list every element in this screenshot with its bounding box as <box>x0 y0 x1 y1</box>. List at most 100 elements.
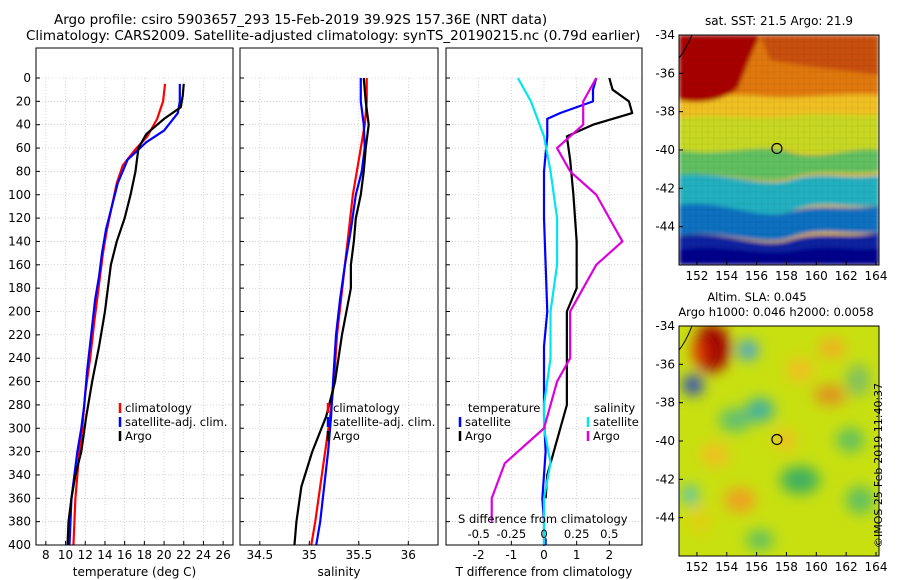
x-tick-label: 12 <box>78 548 93 562</box>
y-tick-label: 360 <box>8 491 31 505</box>
y-tick-label: 60 <box>16 141 31 155</box>
map-x-tick-label: 154 <box>715 560 738 574</box>
y-tick-label: 300 <box>8 421 31 435</box>
x-tick-label: 34.5 <box>246 548 273 562</box>
map-y-tick-label: -44 <box>655 220 675 234</box>
map-x-tick-label: 156 <box>745 269 768 283</box>
coastline <box>678 34 693 59</box>
x-tick-label: 10 <box>58 548 73 562</box>
y-tick-label: 160 <box>8 258 31 272</box>
x-tick-label: 26 <box>216 548 231 562</box>
series-line-climatology <box>72 83 167 546</box>
map-x-tick-label: 164 <box>865 269 888 283</box>
salinity-panel: 34.5 35 35.5 36 salinity climatologysatellite… <box>239 47 439 579</box>
series-line-satellite-adj-clim- <box>68 83 181 546</box>
legend-label: Argo <box>333 429 360 443</box>
x-tick-label: 36 <box>401 548 416 562</box>
legend-title-temperature: temperature <box>468 401 540 415</box>
legend-label: Argo <box>593 429 620 443</box>
series-line-s-satellite <box>516 77 559 545</box>
x-axis-label-secondary: S difference from climatology <box>458 512 628 526</box>
y-tick-label: 40 <box>16 118 31 132</box>
map-y-tick-label: -42 <box>655 181 675 195</box>
x-tick-label: 14 <box>97 548 112 562</box>
map-y-tick-label: -40 <box>655 434 675 448</box>
x2-tick-label: -0.5 <box>467 527 489 541</box>
x-tick-label: 16 <box>117 548 132 562</box>
x-tick-label: 18 <box>137 548 152 562</box>
title-line-1: Argo profile: csiro 5903657_293 15-Feb-2… <box>54 12 548 28</box>
x-axis-label: T difference from climatology <box>455 565 633 579</box>
map-x-tick-label: 160 <box>805 560 828 574</box>
sla-map-title: Altim. SLA: 0.045 <box>707 290 806 304</box>
x-tick-label: 35 <box>302 548 317 562</box>
sla-map <box>678 325 879 556</box>
x-tick-label: -1 <box>505 548 517 562</box>
legend-label: Argo <box>465 429 492 443</box>
legend-title-salinity: salinity <box>594 401 635 415</box>
map-y-tick-label: -38 <box>655 105 675 119</box>
y-tick-label: 200 <box>8 305 31 319</box>
map-y-tick-label: -34 <box>655 28 675 42</box>
map-x-tick-label: 154 <box>715 269 738 283</box>
legend-label: climatology <box>125 401 192 415</box>
legend-label: satellite <box>465 415 511 429</box>
map-x-tick-label: 156 <box>745 560 768 574</box>
map-x-tick-label: 162 <box>835 560 858 574</box>
y-tick-label: 220 <box>8 328 31 342</box>
plot-frame <box>239 47 439 546</box>
y-tick-label: 260 <box>8 375 31 389</box>
map-y-tick-label: -36 <box>655 357 675 371</box>
y-tick-label: 380 <box>8 515 31 529</box>
x-axis-label: temperature (deg C) <box>73 565 196 579</box>
y-tick-label: 180 <box>8 281 31 295</box>
y-tick-label: 120 <box>8 211 31 225</box>
y-tick-label: 320 <box>8 445 31 459</box>
series-line-argo <box>293 77 370 546</box>
map-x-tick-label: 162 <box>835 269 858 283</box>
difference-panel: -2 -1 0 1 2 T difference from climatology temp… <box>445 47 643 579</box>
sst-map-title: sat. SST: 21.5 Argo: 21.9 <box>705 14 853 28</box>
y-tick-label: 100 <box>8 188 31 202</box>
map-x-tick-label: 160 <box>805 269 828 283</box>
x2-tick-label: -0.25 <box>496 527 526 541</box>
timestamp-stamp: ©IMOS 25-Feb-2019 11:40:37 <box>872 382 885 548</box>
map-y-tick-label: -40 <box>655 143 675 157</box>
x-tick-label: 24 <box>196 548 211 562</box>
series-line-t-argo <box>544 77 634 499</box>
plot-frame <box>35 47 234 546</box>
argo-location-marker <box>771 142 783 155</box>
y-tick-label: 340 <box>8 468 31 482</box>
map-y-tick-label: -42 <box>655 472 675 486</box>
map-y-tick-label: -36 <box>655 66 675 80</box>
x-axis-label: salinity <box>317 565 360 579</box>
legend-label: satellite <box>593 415 639 429</box>
map-x-tick-label: 152 <box>685 269 708 283</box>
plot-frame <box>445 47 643 546</box>
x2-tick-label: 0.25 <box>564 527 590 541</box>
sst-map <box>678 34 879 265</box>
y-tick-label: 140 <box>8 234 31 248</box>
map-x-tick-label: 152 <box>685 560 708 574</box>
series-line-satellite-adj-clim- <box>315 78 366 546</box>
x-tick-label: 2 <box>606 548 614 562</box>
x-tick-label: -2 <box>473 548 485 562</box>
map-y-tick-label: -38 <box>655 396 675 410</box>
series-line-s-argo <box>490 77 624 522</box>
x2-tick-label: 0 <box>540 527 547 541</box>
argo-location-marker <box>771 433 783 446</box>
legend-label: climatology <box>333 401 400 415</box>
series-line-argo <box>66 83 185 546</box>
y-tick-label: 0 <box>23 71 31 85</box>
legend-label: Argo <box>125 429 152 443</box>
x-tick-label: 0 <box>540 548 548 562</box>
map-x-tick-label: 158 <box>775 560 798 574</box>
x-tick-label: 35.5 <box>345 548 372 562</box>
y-tick-label: 400 <box>8 538 31 552</box>
x-tick-label: 8 <box>42 548 50 562</box>
legend-label: satellite-adj. clim. <box>125 415 227 429</box>
legend-label: satellite-adj. clim. <box>333 415 435 429</box>
x-tick-label: 20 <box>156 548 171 562</box>
x2-tick-label: 0.5 <box>600 527 618 541</box>
